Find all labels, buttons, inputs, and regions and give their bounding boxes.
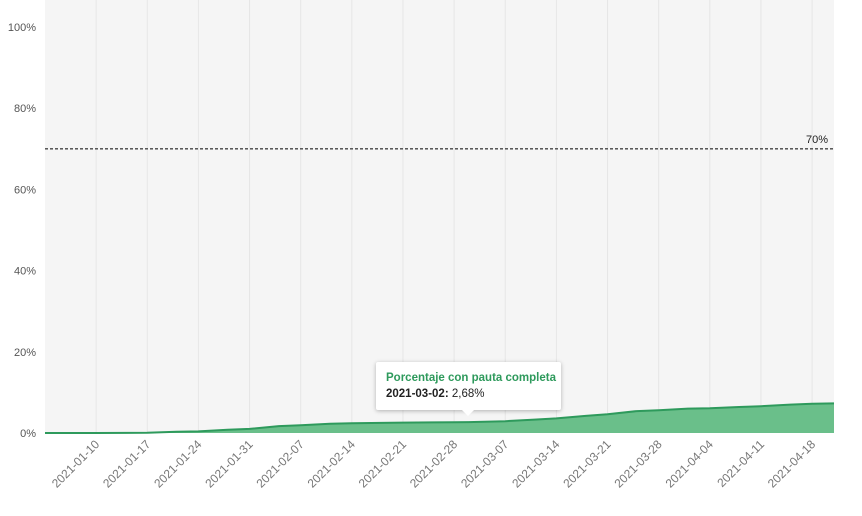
x-tick-label: 2021-01-10	[49, 437, 103, 491]
x-tick-label: 2021-03-14	[509, 437, 563, 491]
x-tick-label: 2021-04-18	[765, 437, 819, 491]
x-tick-label: 2021-02-21	[356, 437, 410, 491]
x-tick-label: 2021-02-14	[305, 437, 359, 491]
x-tick-label: 2021-01-24	[151, 437, 205, 491]
target-reference-label: 70%	[806, 134, 828, 146]
series-area[interactable]	[45, 403, 834, 433]
x-tick-label: 2021-03-07	[458, 437, 512, 491]
y-tick-label: 0%	[20, 428, 36, 440]
x-tick-label: 2021-04-04	[663, 437, 717, 491]
tooltip-value-line: 2021-03-02: 2,68%	[386, 388, 561, 400]
x-tick-label: 2021-02-07	[254, 437, 308, 491]
x-gridlines	[95, 0, 813, 433]
x-tick-label: 2021-04-11	[714, 437, 767, 490]
y-tick-label: 20%	[14, 347, 36, 359]
x-tick-label: 2021-02-28	[407, 437, 461, 491]
hover-tooltip: Porcentaje con pauta completa 2021-03-02…	[376, 362, 561, 416]
series-line[interactable]	[45, 402, 835, 434]
x-tick-label: 2021-03-28	[611, 437, 665, 491]
x-tick-label: 2021-01-31	[202, 437, 256, 491]
x-tick-label: 2021-03-21	[560, 437, 614, 491]
tooltip-date: 2021-03-02	[386, 388, 445, 400]
y-tick-label: 40%	[14, 266, 36, 278]
y-tick-label: 100%	[8, 22, 36, 34]
tooltip-separator: :	[444, 388, 452, 400]
tooltip-value: 2,68%	[451, 388, 485, 400]
y-tick-label: 60%	[14, 184, 36, 196]
x-tick-label: 2021-01-17	[100, 437, 154, 491]
x-axis-ticks: 2021-01-102021-01-172021-01-242021-01-31…	[49, 437, 818, 491]
tooltip-title: Porcentaje con pauta completa	[386, 372, 556, 384]
y-axis-ticks: 0% 20% 40% 60% 80% 100%	[8, 22, 36, 440]
y-tick-label: 80%	[14, 103, 36, 115]
plot-background	[45, 0, 834, 433]
